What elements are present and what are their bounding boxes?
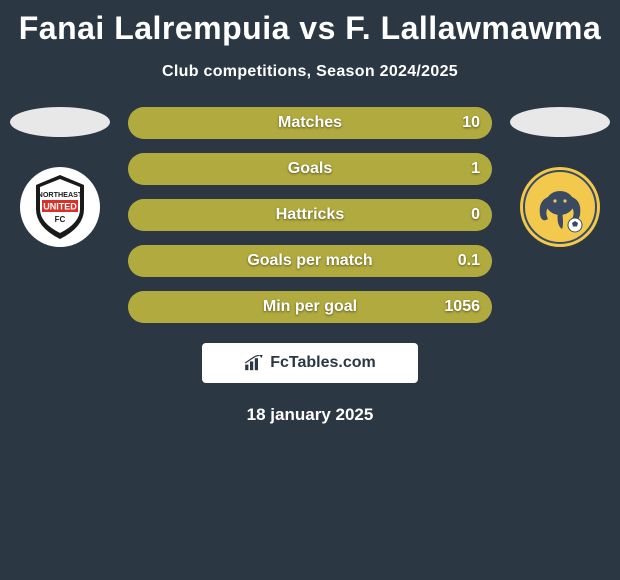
stats-column: Matches10Goals1Hattricks0Goals per match… — [110, 107, 510, 323]
stat-label: Goals per match — [128, 245, 492, 277]
club-badge-left: NORTHEAST UNITED FC — [20, 167, 100, 247]
stat-label: Min per goal — [128, 291, 492, 323]
bars-growth-icon — [244, 355, 264, 371]
page-title: Fanai Lalrempuia vs F. Lallawmawma — [19, 10, 602, 47]
stat-label: Goals — [128, 153, 492, 185]
player-left-avatar — [10, 107, 110, 137]
stat-value-right: 1056 — [444, 291, 480, 323]
stat-row: Hattricks0 — [128, 199, 492, 231]
player-right-avatar — [510, 107, 610, 137]
left-side: NORTHEAST UNITED FC — [10, 107, 110, 247]
svg-text:FC: FC — [55, 215, 66, 224]
svg-text:NORTHEAST: NORTHEAST — [38, 190, 83, 199]
stat-row: Goals1 — [128, 153, 492, 185]
brand-text: FcTables.com — [270, 354, 376, 372]
stat-value-right: 0.1 — [458, 245, 480, 277]
comparison-main: NORTHEAST UNITED FC Matches10Goals1Hattr… — [0, 107, 620, 323]
stat-label: Matches — [128, 107, 492, 139]
date-label: 18 january 2025 — [247, 405, 374, 425]
stat-value-right: 10 — [462, 107, 480, 139]
stat-label: Hattricks — [128, 199, 492, 231]
stat-row: Goals per match0.1 — [128, 245, 492, 277]
kerala-blasters-icon — [520, 167, 600, 247]
right-side — [510, 107, 610, 247]
stat-row: Matches10 — [128, 107, 492, 139]
northeast-united-icon: NORTHEAST UNITED FC — [20, 167, 100, 247]
brand-box[interactable]: FcTables.com — [202, 343, 418, 383]
stat-row: Min per goal1056 — [128, 291, 492, 323]
club-badge-right — [520, 167, 600, 247]
subtitle: Club competitions, Season 2024/2025 — [162, 63, 458, 81]
stat-value-right: 0 — [471, 199, 480, 231]
stat-value-right: 1 — [471, 153, 480, 185]
svg-text:UNITED: UNITED — [43, 202, 77, 212]
